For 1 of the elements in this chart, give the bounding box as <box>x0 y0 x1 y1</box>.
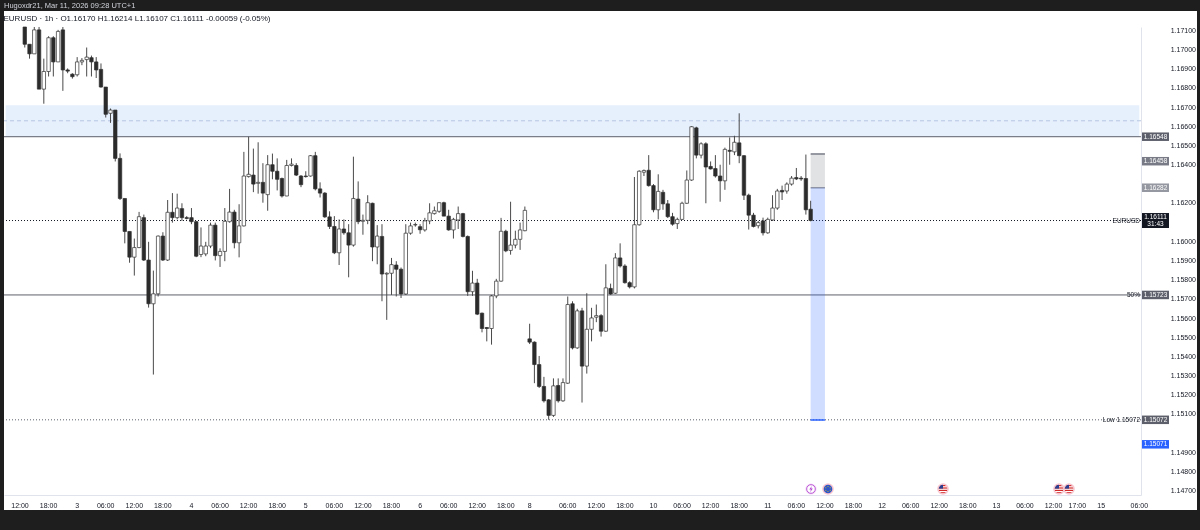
chart-title: EURUSD · 1h · O1.16170 H1.16214 L1.16107 C1.16111 -0.00059 (-0.05%) <box>3 13 271 23</box>
